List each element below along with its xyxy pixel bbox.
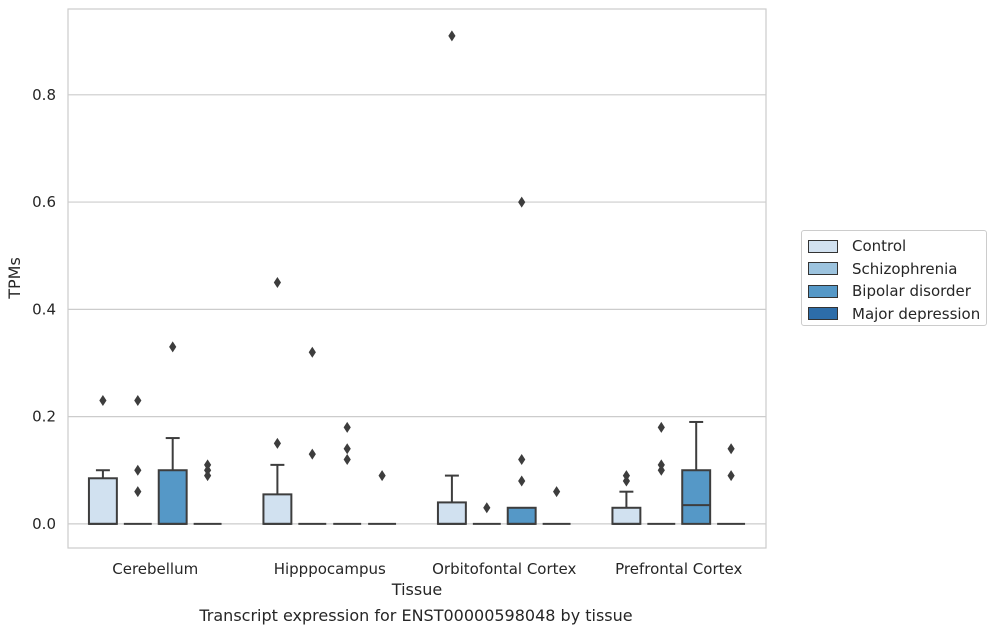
box [681, 469, 712, 525]
legend-label: Schizophrenia [852, 259, 958, 278]
outlier-point [483, 502, 491, 514]
box-group [506, 196, 537, 525]
y-tick-label: 0.0 [32, 515, 56, 533]
outlier-point [134, 486, 142, 498]
box [506, 506, 537, 525]
x-tick-label: Prefrontal Cortex [615, 560, 742, 578]
outlier-point [553, 486, 561, 498]
legend-item: Bipolar disorder [808, 280, 986, 303]
legend: Control Schizophrenia Bipolar disorder Majo… [801, 230, 987, 326]
chart-caption: Transcript expression for ENST0000059804… [199, 606, 633, 625]
box-group [542, 486, 571, 525]
box-group [123, 395, 152, 525]
outlier-point [204, 459, 212, 471]
outlier-point [134, 395, 142, 407]
x-axis-label: Tissue [391, 580, 442, 599]
outlier-point [273, 277, 281, 289]
y-axis-label: TPMs [5, 257, 24, 300]
y-tick-label: 0.6 [32, 193, 56, 211]
y-axis-ticks: 0.0 0.2 0.4 0.6 0.8 [32, 86, 56, 533]
legend-swatch [808, 284, 838, 298]
outlier-point [518, 454, 526, 466]
legend-item: Schizophrenia [808, 258, 986, 281]
x-tick-label: Cerebellum [112, 560, 198, 578]
legend-swatch [808, 307, 838, 321]
box-group [472, 502, 501, 525]
box-group [681, 420, 712, 525]
outlier-point [518, 475, 526, 487]
box [262, 493, 293, 525]
outlier-point [308, 346, 316, 358]
outlier-point [727, 443, 735, 455]
box-group [611, 470, 642, 525]
outlier-point [343, 421, 351, 433]
box-group [368, 470, 397, 525]
outlier-point [308, 448, 316, 460]
box [87, 477, 118, 525]
box-group [717, 443, 746, 525]
outlier-point [518, 196, 526, 208]
box-group [262, 277, 293, 525]
legend-swatch [808, 239, 838, 253]
y-tick-label: 0.4 [32, 300, 56, 318]
box-group [87, 395, 118, 525]
legend-label: Bipolar disorder [852, 282, 971, 301]
box-plot-series [87, 30, 746, 525]
legend-swatch [808, 262, 838, 276]
outlier-point [343, 443, 351, 455]
outlier-point [448, 30, 456, 42]
x-tick-label: Orbitofontal Cortex [432, 560, 576, 578]
outlier-point [134, 464, 142, 476]
plot-area-frame [67, 8, 767, 549]
box-group [436, 30, 467, 525]
legend-item: Control [808, 235, 986, 258]
box-group [647, 421, 676, 525]
box-group [193, 459, 222, 525]
box [436, 501, 467, 525]
x-axis-ticks: Cerebellum Hipppocampus Orbitofontal Corte… [112, 560, 742, 578]
box [157, 469, 188, 525]
box-group [157, 341, 188, 525]
outlier-point [727, 470, 735, 482]
outlier-point [657, 459, 665, 471]
legend-label: Major depression [852, 304, 981, 323]
outlier-point [99, 395, 107, 407]
y-tick-label: 0.2 [32, 408, 56, 426]
x-tick-label: Hipppocampus [274, 560, 386, 578]
box [611, 506, 642, 525]
outlier-point [657, 421, 665, 433]
outlier-point [273, 437, 281, 449]
box-group [333, 421, 362, 525]
legend-item: Major depression [808, 303, 986, 326]
outlier-point [622, 470, 630, 482]
box-group [298, 346, 327, 525]
outlier-point [169, 341, 177, 353]
legend-label: Control [852, 237, 907, 256]
outlier-point [343, 454, 351, 466]
y-tick-label: 0.8 [32, 86, 56, 104]
outlier-point [378, 470, 386, 482]
